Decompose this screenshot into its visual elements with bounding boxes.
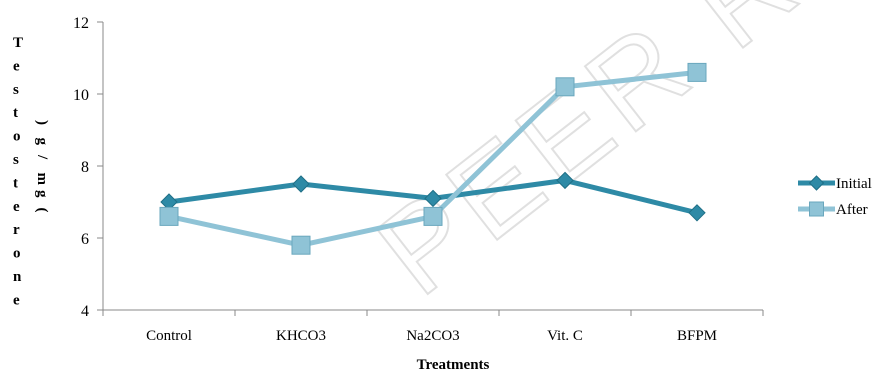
y-axis-unit-char: /	[34, 154, 50, 160]
y-axis-title-char: t	[13, 175, 18, 191]
y-axis-title-char: s	[13, 152, 19, 168]
legend-marker-after	[809, 201, 824, 217]
axes: 4 6 8 10 12 Control KHCO3 Na2CO3 Vit. C BFPM Treat…	[13, 15, 764, 373]
x-tick-label: Control	[146, 328, 192, 344]
data-point-after	[687, 62, 707, 82]
y-axis-title-char: T	[13, 35, 23, 51]
legend-label-after: After	[836, 202, 868, 218]
y-tick-label: 6	[81, 231, 89, 248]
y-tick-label: 12	[73, 15, 89, 32]
series-layer	[159, 62, 707, 255]
x-tick-label: BFPM	[677, 328, 717, 344]
legend-label-initial: Initial	[836, 176, 872, 192]
y-axis-title-char: e	[13, 58, 20, 74]
data-point-after	[291, 235, 311, 255]
y-axis-title-char: s	[13, 82, 19, 98]
y-axis-title-char: n	[13, 269, 22, 285]
y-tick-label: 8	[81, 159, 89, 176]
legend: Initial After	[798, 175, 872, 218]
data-point-after	[159, 206, 179, 226]
legend-marker-initial	[808, 175, 825, 191]
x-tick-label: KHCO3	[276, 328, 326, 344]
y-axis-title-char: o	[13, 129, 21, 145]
y-axis-title-char: e	[13, 199, 20, 215]
y-axis-unit-char: m	[34, 173, 50, 186]
x-tick-label: Na2CO3	[406, 328, 459, 344]
x-axis-title: Treatments	[417, 357, 490, 373]
data-point-initial	[292, 175, 310, 193]
y-axis-unit-char: g	[34, 138, 50, 146]
x-tick-label: Vit. C	[547, 328, 583, 344]
y-axis-unit-char: (	[34, 208, 50, 213]
y-axis-unit-char: )	[34, 120, 50, 125]
y-axis-title-char: o	[13, 246, 21, 262]
y-tick-label: 4	[81, 303, 89, 320]
data-point-initial	[688, 204, 706, 222]
y-axis-unit-char: g	[34, 190, 50, 198]
y-axis-title-char: e	[13, 292, 20, 308]
data-point-initial	[556, 171, 574, 190]
y-axis-title-char: r	[13, 222, 20, 238]
y-axis-title-char: t	[13, 105, 18, 121]
data-point-initial	[424, 189, 442, 208]
data-point-after	[423, 206, 443, 226]
data-point-after	[555, 77, 575, 97]
watermark: PEER REVIEW	[354, 0, 884, 320]
y-tick-label: 10	[73, 87, 89, 104]
